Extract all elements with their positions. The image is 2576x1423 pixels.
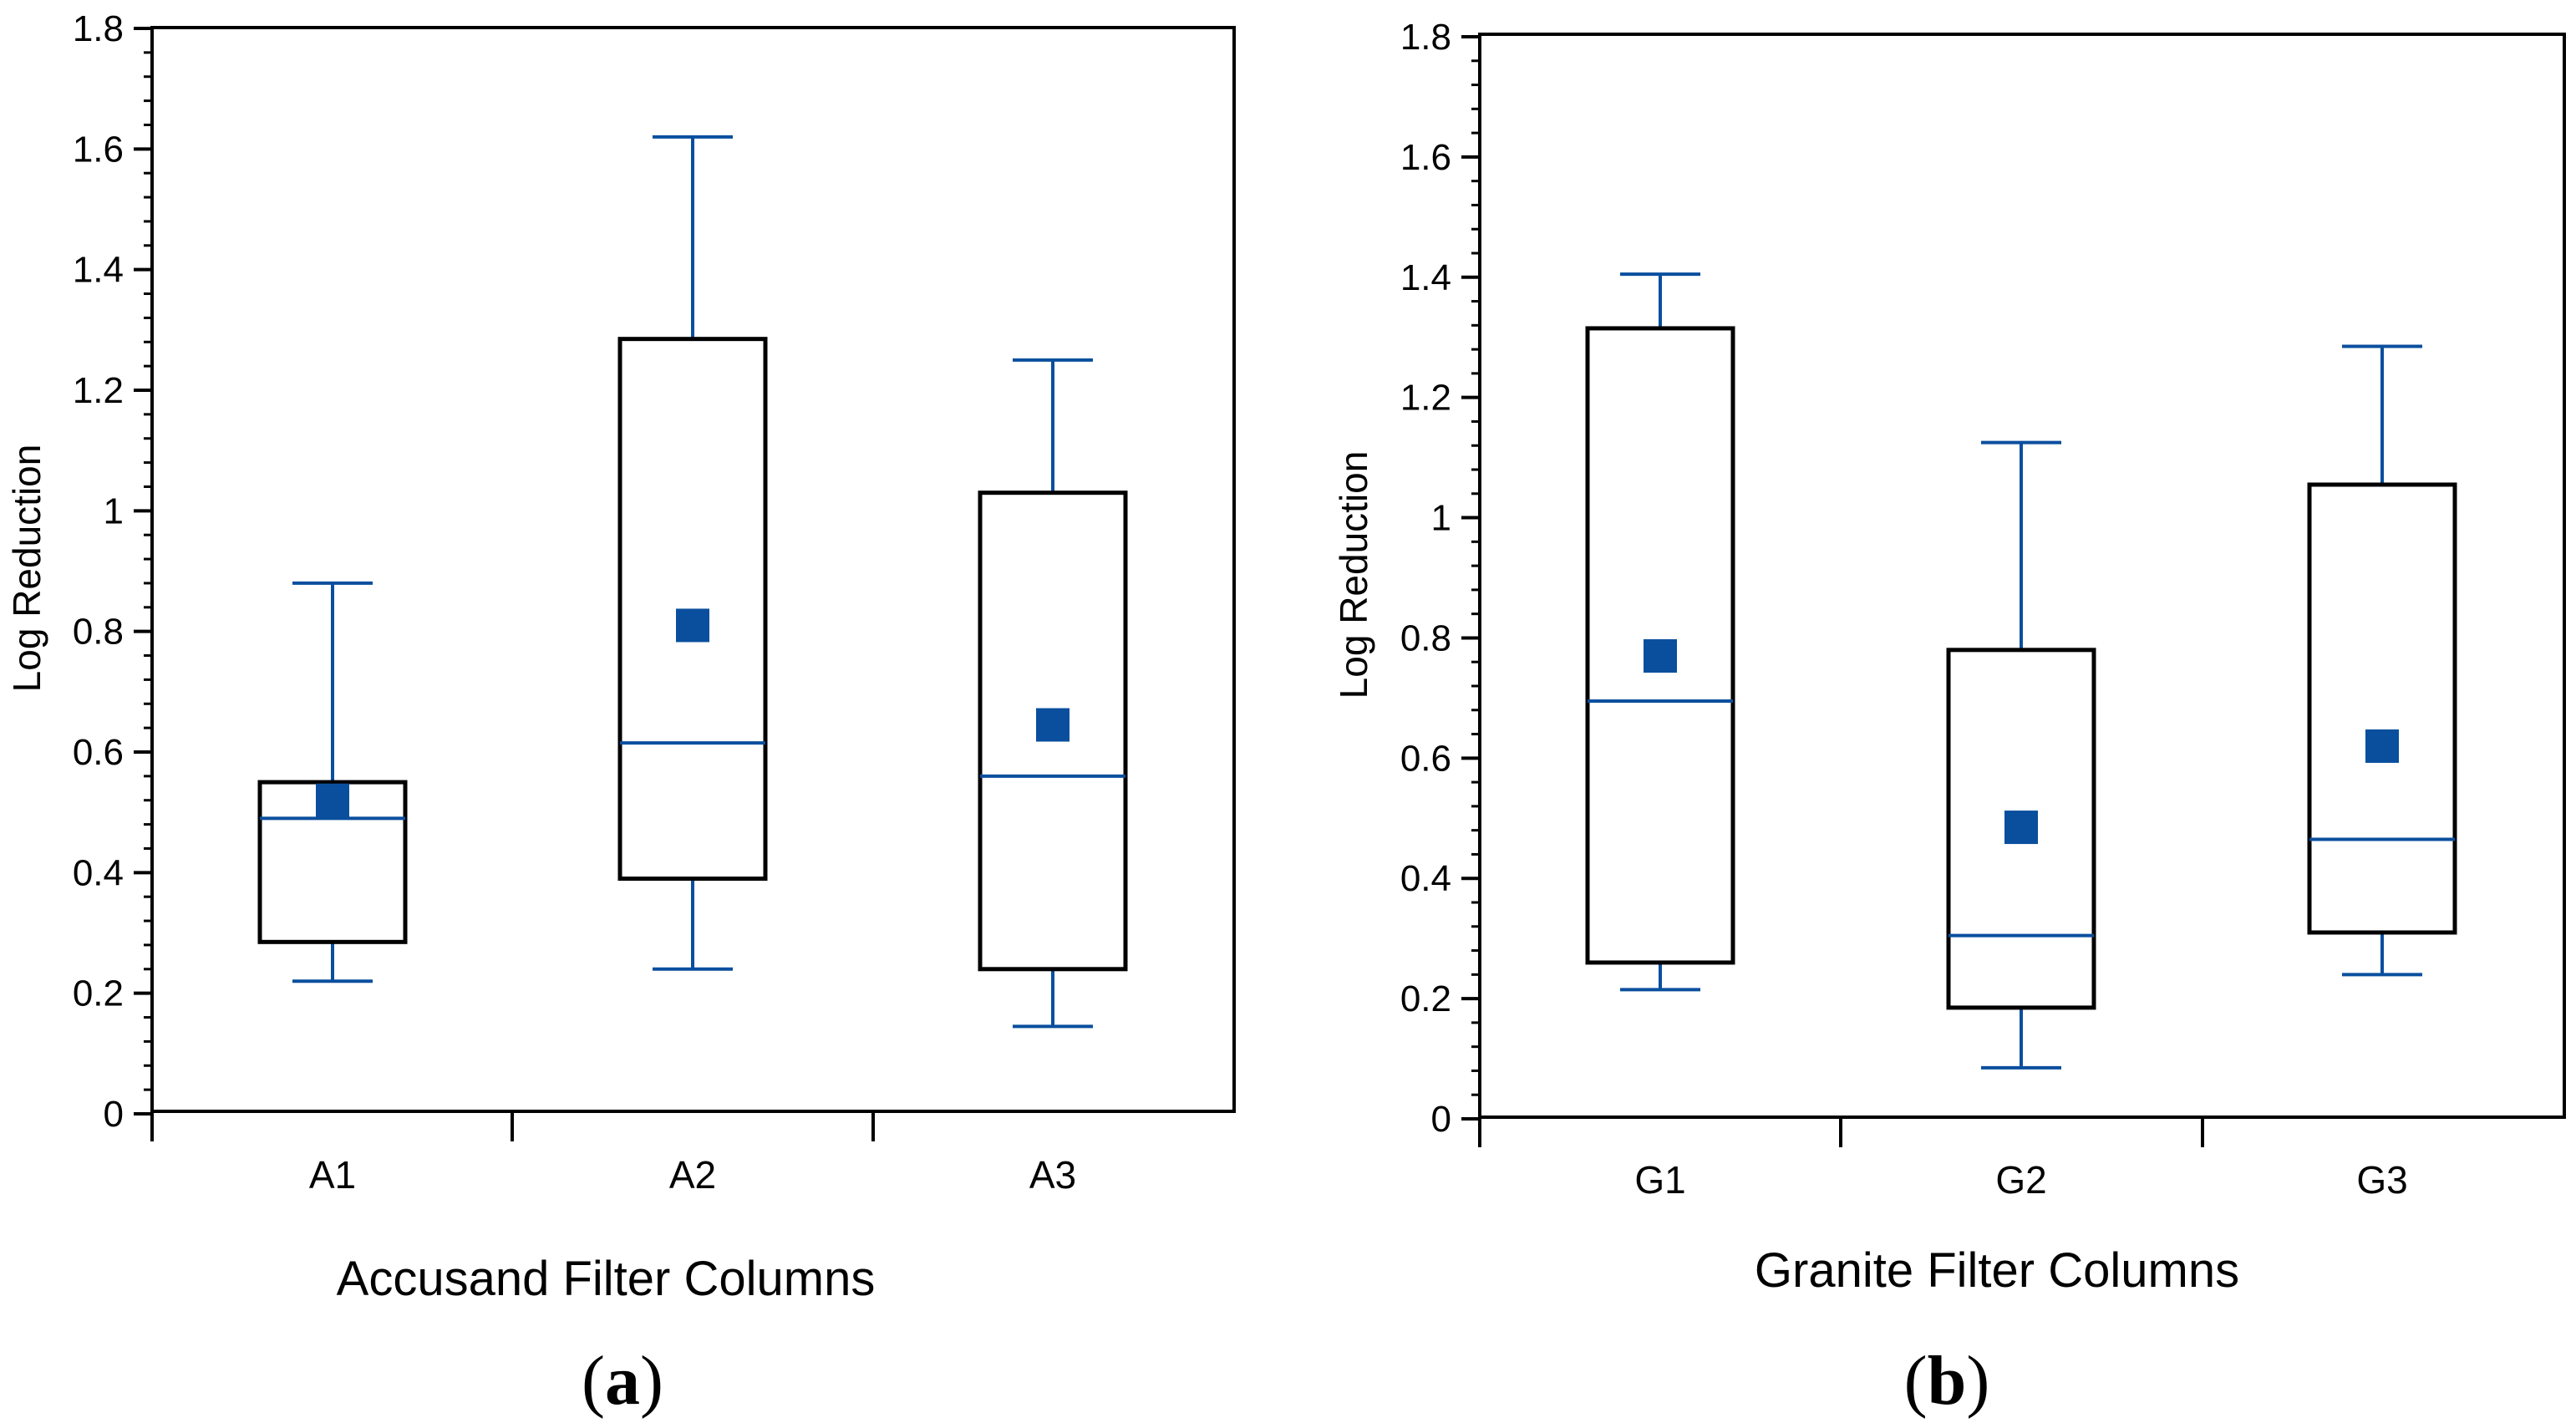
y-tick-label: 1.4 xyxy=(1400,257,1451,298)
panel-label-paren: ( xyxy=(582,1342,605,1420)
mean-marker xyxy=(1036,708,1070,742)
y-axis-label: Log Reduction xyxy=(5,445,48,693)
plot-frame xyxy=(150,26,1236,1113)
boxes-group xyxy=(257,135,1128,1029)
y-tick-label: 0.2 xyxy=(1400,978,1451,1019)
y-tick-label: 1.6 xyxy=(73,129,124,170)
plot-frame xyxy=(1478,33,2566,1119)
boxes-group xyxy=(1585,272,2457,1070)
y-axis: 0 0.2 0.4 0.6 0.8 1 1.2 1.4 1.6 1.8 xyxy=(73,8,152,1135)
panel-a-chart: 0 0.2 0.4 0.6 0.8 1 1.2 1.4 1.6 1.8 A1 A2 A3 Log Re… xyxy=(5,8,1236,1420)
y-tick-label: 0.8 xyxy=(1400,617,1451,658)
mean-marker xyxy=(2004,811,2038,845)
iqr-box xyxy=(617,337,768,882)
box-G2 xyxy=(1946,440,2096,1070)
x-axis: G1 G2 G3 xyxy=(1478,1117,2408,1202)
box-G3 xyxy=(2307,344,2457,977)
y-tick-label: 0.6 xyxy=(73,732,124,773)
panel-label-paren: ) xyxy=(1966,1342,1989,1420)
x-tick-label: G3 xyxy=(2356,1158,2407,1202)
box-A2 xyxy=(617,135,768,971)
x-tick-label: G2 xyxy=(1995,1158,2046,1202)
x-tick-label: A1 xyxy=(309,1153,356,1197)
y-axis-label: Log Reduction xyxy=(1332,451,1375,699)
x-axis: A1 A2 A3 xyxy=(150,1111,1076,1197)
x-tick-label: A2 xyxy=(669,1153,716,1197)
box-G1 xyxy=(1585,272,1735,992)
x-tick-label: A3 xyxy=(1029,1153,1076,1197)
y-tick-label: 1.4 xyxy=(73,250,124,291)
y-tick-label: 0 xyxy=(1431,1099,1451,1140)
y-tick-label: 1.2 xyxy=(1400,378,1451,419)
y-tick-label: 0.4 xyxy=(1400,858,1451,899)
y-tick-label: 1 xyxy=(1431,498,1451,539)
mean-marker xyxy=(1644,639,1677,673)
iqr-box xyxy=(257,780,408,944)
y-tick-label: 1.8 xyxy=(1400,17,1451,58)
box-A1 xyxy=(257,581,408,983)
mean-marker xyxy=(316,783,349,817)
y-tick-label: 1.2 xyxy=(73,370,124,411)
y-tick-label: 0.2 xyxy=(73,973,124,1014)
panel-label-letter: a xyxy=(605,1342,640,1420)
panel-label: (a) xyxy=(582,1342,663,1420)
panel-label-paren: ( xyxy=(1904,1342,1928,1420)
y-tick-label: 1.6 xyxy=(1400,137,1451,178)
mean-marker xyxy=(2365,729,2399,763)
y-tick-label: 0.6 xyxy=(1400,738,1451,779)
y-tick-label: 0.4 xyxy=(73,852,124,893)
y-tick-label: 1 xyxy=(104,490,124,531)
box-A3 xyxy=(978,358,1128,1029)
y-tick-label: 1.8 xyxy=(73,8,124,49)
x-tick-label: G1 xyxy=(1634,1158,1685,1202)
mean-marker xyxy=(676,608,709,643)
panel-b-chart: 0 0.2 0.4 0.6 0.8 1 1.2 1.4 1.6 1.8 G1 G2 G3 Log Re… xyxy=(1332,17,2566,1420)
panel-label: (b) xyxy=(1904,1342,1990,1420)
iqr-box xyxy=(2307,482,2457,935)
y-tick-label: 0.8 xyxy=(73,612,124,653)
x-axis-label: Granite Filter Columns xyxy=(1755,1243,2239,1298)
x-axis-label: Accusand Filter Columns xyxy=(337,1252,876,1306)
y-tick-label: 0 xyxy=(104,1094,124,1135)
iqr-box xyxy=(978,490,1128,972)
iqr-box xyxy=(1946,648,2096,1010)
y-axis: 0 0.2 0.4 0.6 0.8 1 1.2 1.4 1.6 1.8 xyxy=(1400,17,1480,1140)
panel-label-paren: ) xyxy=(640,1342,663,1420)
panel-label-letter: b xyxy=(1928,1342,1967,1420)
iqr-box xyxy=(1585,326,1735,965)
